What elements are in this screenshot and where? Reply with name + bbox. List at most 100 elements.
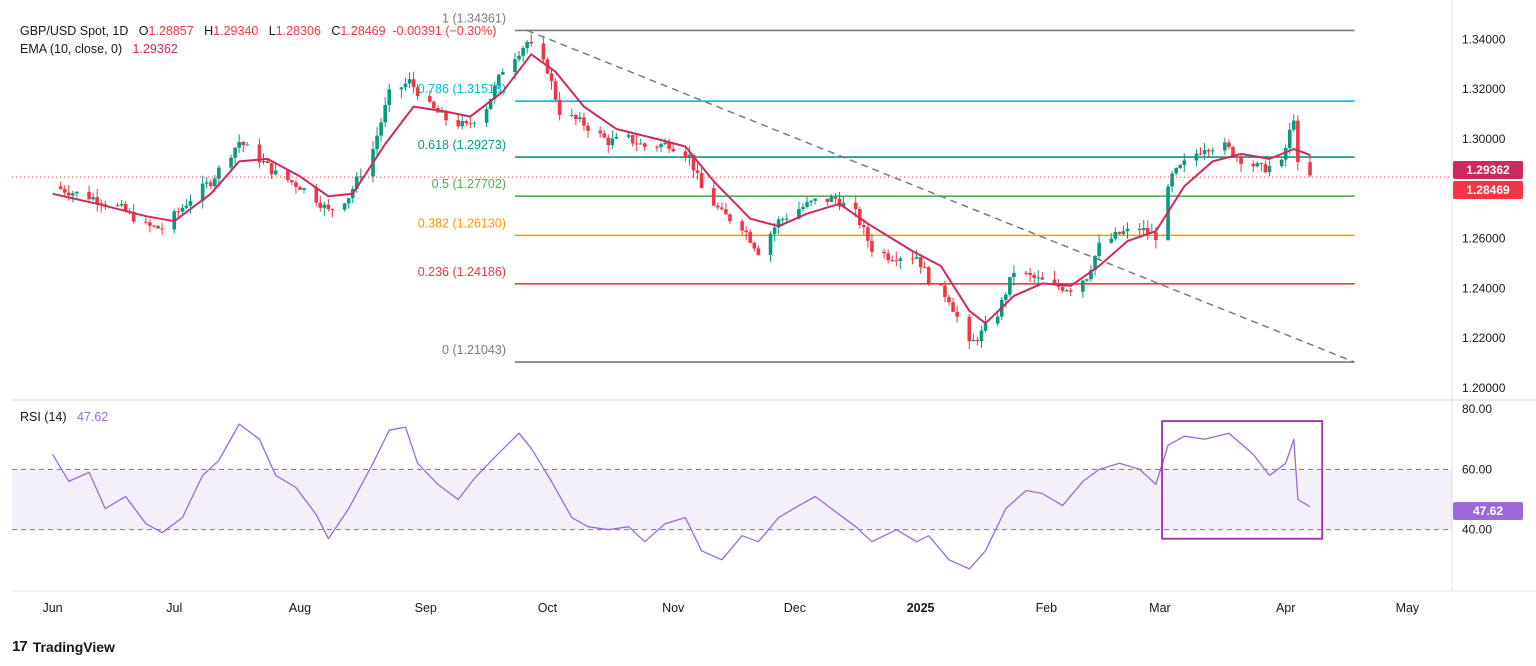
candle-body — [1154, 232, 1158, 241]
candle-body — [148, 222, 152, 226]
open-label: O — [138, 24, 149, 38]
candle-body — [557, 99, 562, 116]
candle-body — [626, 135, 631, 137]
candle-body — [379, 122, 383, 136]
candle-body — [606, 137, 611, 146]
candle-body — [119, 203, 124, 206]
fib-level-label: 0.786 (1.31518) — [418, 82, 506, 96]
candle-body — [634, 143, 639, 145]
candle-body — [213, 178, 217, 187]
candle-body — [699, 173, 704, 189]
candle-body — [1223, 142, 1227, 151]
candle-body — [975, 339, 980, 342]
price-axis[interactable]: 1.340001.320001.300001.280001.260001.240… — [1462, 32, 1506, 395]
candle-body — [131, 211, 136, 222]
price-tick-label: 1.26000 — [1462, 232, 1506, 246]
candle-body — [407, 79, 412, 84]
candle-body — [898, 258, 903, 261]
candle-body — [833, 197, 838, 199]
candle-body — [951, 302, 955, 312]
candle-body — [894, 260, 899, 262]
candle-body — [399, 87, 404, 90]
candle-body — [870, 240, 874, 252]
candle-body — [744, 230, 748, 233]
time-axis[interactable]: Jun Jul Aug Sep Oct Nov Dec 2025 Feb Mar Apr May — [42, 601, 1419, 615]
candle-body — [513, 59, 517, 73]
candle-body — [444, 111, 448, 121]
open-value: 1.28857 — [148, 24, 194, 38]
candle-body — [586, 125, 590, 131]
candle-body — [525, 41, 529, 48]
candle-body — [1121, 231, 1126, 234]
candle-body — [261, 161, 266, 163]
candle-body — [610, 138, 615, 146]
low-label: L — [268, 24, 276, 38]
candle-body — [326, 204, 331, 210]
candle-body — [1308, 162, 1312, 176]
candle-body — [1210, 150, 1215, 152]
candle-body — [314, 188, 319, 203]
ema-legend[interactable]: EMA (10, close, 0) 1.29362 — [20, 42, 178, 56]
candle-body — [752, 242, 757, 249]
trendline — [526, 29, 1355, 363]
candle-body — [967, 316, 972, 342]
candle-body — [1117, 232, 1122, 234]
candle-body — [1097, 242, 1101, 256]
candle-body — [87, 191, 91, 200]
candle-body — [71, 193, 75, 196]
candle-body — [91, 197, 95, 200]
candle-body — [115, 205, 120, 207]
candle-body — [1202, 150, 1207, 154]
candle-body — [180, 207, 185, 212]
candle-body — [886, 253, 890, 261]
high-label: H — [204, 24, 214, 38]
tradingview-logo[interactable]: 17 TradingView — [12, 638, 115, 655]
candle-body — [428, 96, 432, 102]
candle-body — [152, 225, 156, 227]
candle-body — [383, 105, 387, 123]
time-tick-label: Oct — [538, 601, 558, 615]
candle-body — [784, 218, 789, 220]
candle-body — [456, 120, 460, 127]
candle-body — [809, 200, 813, 203]
candle-body — [691, 154, 696, 171]
candle-body — [229, 157, 233, 168]
price-tick-label: 1.34000 — [1462, 32, 1506, 46]
rsi-legend[interactable]: RSI (14) 47.62 — [20, 410, 108, 424]
candle-body — [971, 339, 976, 342]
candle-body — [290, 180, 294, 183]
candle-body — [687, 154, 692, 159]
price-tick-label: 1.30000 — [1462, 132, 1506, 146]
candle-body — [776, 219, 781, 228]
main-pane — [12, 0, 1536, 592]
symbol-legend[interactable]: GBP/USD Spot, 1D O1.28857 H1.29340 L1.28… — [20, 24, 496, 38]
candle-body — [549, 73, 554, 82]
candle-body — [667, 142, 671, 149]
close-value: 1.28469 — [340, 24, 386, 38]
rsi-pane: 80.00 60.00 40.00 — [12, 402, 1492, 570]
candle-body — [204, 182, 209, 184]
candle-body — [58, 186, 63, 189]
candle-body — [780, 219, 785, 221]
candle-body — [1174, 168, 1178, 174]
candle-body — [1040, 277, 1045, 280]
candle-body — [1004, 294, 1008, 300]
candle-body — [415, 87, 420, 97]
candle-body — [569, 114, 574, 116]
candle-body — [484, 109, 489, 123]
candle-body — [318, 202, 323, 208]
tradingview-wordmark: TradingView — [32, 638, 115, 655]
candle-body — [1109, 238, 1114, 243]
candle-body — [354, 176, 359, 190]
candle-body — [521, 47, 525, 56]
candle-body — [286, 170, 290, 181]
candle-body — [1227, 142, 1231, 147]
candle-body — [841, 202, 846, 207]
candle-body — [1287, 129, 1292, 149]
candle-body — [517, 55, 521, 60]
fib-level-label: 1 (1.34361) — [442, 11, 506, 25]
candle-body — [1198, 153, 1203, 155]
candle-body — [1178, 165, 1183, 169]
candle-body — [801, 206, 805, 210]
